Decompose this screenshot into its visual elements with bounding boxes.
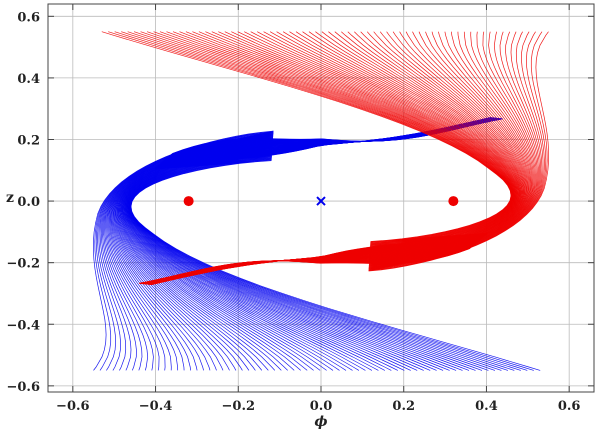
x-tick-label: −0.6 (56, 399, 90, 414)
fixed-point-dot (448, 196, 459, 207)
x-axis-label: ϕ (314, 414, 327, 430)
x-tick-label: 0.6 (558, 399, 581, 414)
x-tick-label: 0.2 (392, 399, 415, 414)
x-tick-label: −0.4 (139, 399, 173, 414)
y-tick-label: −0.4 (6, 318, 40, 333)
y-tick-label: −0.2 (6, 257, 40, 272)
x-tick-label: 0.4 (475, 399, 498, 414)
y-tick-label: 0.0 (17, 195, 40, 210)
y-axis-ticks: −0.6 −0.4 −0.2 0.0 0.2 0.4 0.6 (6, 10, 594, 395)
trajectory-line (130, 117, 541, 371)
trajectory-line (101, 31, 512, 286)
y-tick-label: 0.4 (17, 72, 40, 87)
y-tick-label: −0.6 (6, 380, 40, 395)
saddle-point-cross (316, 196, 326, 206)
x-tick-label: 0.0 (310, 399, 333, 414)
x-axis-ticks: −0.6 −0.4 −0.2 0.0 0.2 0.4 0.6 (56, 4, 580, 414)
red-trajectory-family (101, 31, 549, 286)
y-axis-label: z (6, 190, 14, 206)
fixed-point-dot (183, 196, 194, 207)
blue-trajectory-family (93, 117, 541, 371)
y-tick-label: 0.2 (17, 133, 40, 148)
x-tick-label: −0.2 (222, 399, 256, 414)
y-tick-label: 0.6 (17, 10, 40, 25)
fixed-point-markers (183, 196, 459, 207)
